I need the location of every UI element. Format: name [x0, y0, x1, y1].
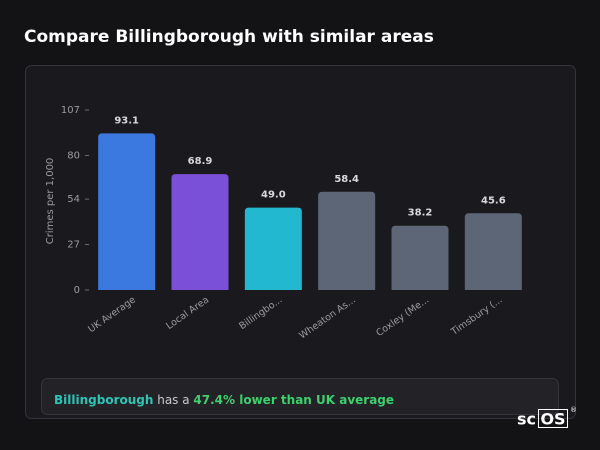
- y-tick-label: 0: [74, 285, 80, 296]
- bar: [244, 207, 302, 290]
- logo-mark: ®: [570, 406, 577, 414]
- y-tick-label: 27: [67, 240, 80, 251]
- page-title: Compare Billingborough with similar area…: [24, 27, 434, 47]
- y-tick-label: 54: [67, 194, 80, 205]
- value-label: 58.4: [334, 174, 359, 185]
- logo-boxed: OS: [540, 410, 565, 429]
- bar: [391, 225, 449, 290]
- summary-place: Billingborough: [54, 393, 153, 407]
- value-label: 49.0: [261, 190, 286, 201]
- summary-connector: has a: [153, 393, 193, 407]
- bar: [98, 133, 156, 290]
- summary-text: Billingborough has a 47.4% lower than UK…: [54, 393, 394, 407]
- bar: [318, 191, 376, 290]
- bar: [464, 213, 522, 290]
- summary-highlight: 47.4% lower than UK average: [193, 393, 394, 407]
- logo: sc OS ®: [517, 406, 577, 429]
- summary-box: [41, 378, 559, 415]
- logo-box: [538, 409, 568, 428]
- value-label: 68.9: [188, 156, 213, 167]
- y-axis-label: Crimes per 1,000: [45, 158, 56, 245]
- value-label: 38.2: [408, 208, 433, 219]
- value-label: 45.6: [481, 195, 506, 206]
- y-tick-label: 107: [61, 105, 80, 116]
- y-tick-label: 80: [67, 150, 80, 161]
- bar: [171, 174, 229, 290]
- logo-prefix: sc: [517, 410, 536, 429]
- value-label: 93.1: [114, 115, 139, 126]
